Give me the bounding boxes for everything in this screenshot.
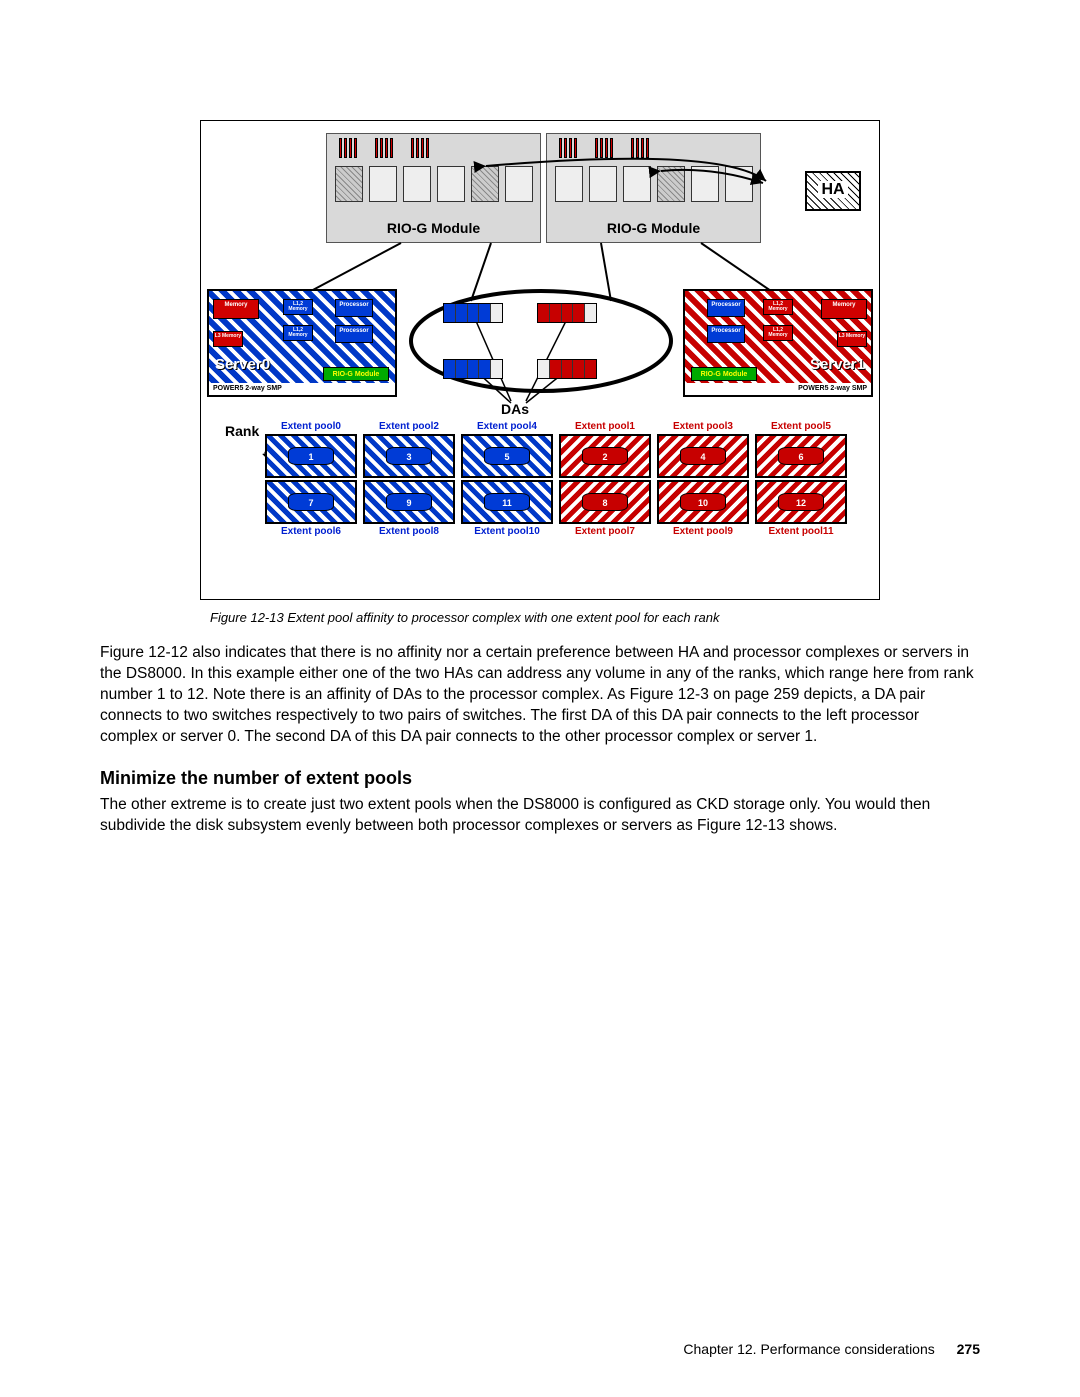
riog-badge: RIO-G Module [691, 367, 757, 381]
rank-cell: 4 [657, 434, 749, 478]
rank-number: 5 [484, 447, 530, 465]
rank-label: Rank [225, 423, 259, 439]
rank-number: 10 [680, 493, 726, 511]
rank-cell: 5 [461, 434, 553, 478]
rank-number: 2 [582, 447, 628, 465]
rank-cell: 8 [559, 480, 651, 524]
smp-badge: POWER5 2-way SMP [209, 383, 395, 395]
pool-label: Extent pool5 [755, 421, 847, 432]
pool-label: Extent pool7 [559, 526, 651, 537]
pool-label: Extent pool10 [461, 526, 553, 537]
rank-number: 6 [778, 447, 824, 465]
da-switch [443, 303, 503, 323]
l12-chip: L1,2 Memory [763, 325, 793, 341]
page-footer: Chapter 12. Performance considerations 2… [683, 1341, 980, 1357]
rank-number: 9 [386, 493, 432, 511]
l12-chip: L1,2 Memory [283, 325, 313, 341]
server0: Memory L3 Memory L1,2 Memory L1,2 Memory… [207, 289, 397, 397]
l12-chip: L1,2 Memory [763, 299, 793, 315]
rank-number: 7 [288, 493, 334, 511]
pool-label: Extent pool2 [363, 421, 455, 432]
page-number: 275 [957, 1341, 980, 1357]
rank-cell: 7 [265, 480, 357, 524]
riog-badge: RIO-G Module [323, 367, 389, 381]
smp-badge: POWER5 2-way SMP [685, 383, 871, 395]
pool-label: Extent pool4 [461, 421, 553, 432]
rank-cell: 10 [657, 480, 749, 524]
l12-chip: L1,2 Memory [283, 299, 313, 315]
rank-cell: 1 [265, 434, 357, 478]
da-switch [443, 359, 503, 379]
processor-chip: Processor [335, 325, 373, 343]
server1-label: Server1 [810, 356, 865, 373]
rank-number: 1 [288, 447, 334, 465]
extent-pools: Extent pool0 Extent pool2 Extent pool4 E… [265, 421, 847, 537]
chapter-footer: Chapter 12. Performance considerations [683, 1341, 934, 1357]
server1: Processor Processor L1,2 Memory L1,2 Mem… [683, 289, 873, 397]
pool-label: Extent pool9 [657, 526, 749, 537]
l3-chip: L3 Memory [837, 331, 867, 347]
rank-number: 3 [386, 447, 432, 465]
paragraph-2: The other extreme is to create just two … [100, 795, 980, 837]
pool-label: Extent pool1 [559, 421, 651, 432]
pool-label: Extent pool8 [363, 526, 455, 537]
rank-cell: 11 [461, 480, 553, 524]
rank-cell: 12 [755, 480, 847, 524]
server0-label: Server0 [215, 356, 270, 373]
section-heading: Minimize the number of extent pools [100, 768, 980, 789]
rank-number: 12 [778, 493, 824, 511]
da-switch [537, 359, 597, 379]
processor-chip: Processor [707, 299, 745, 317]
pool-label: Extent pool3 [657, 421, 749, 432]
das-label: DAs [501, 401, 529, 417]
rank-cell: 9 [363, 480, 455, 524]
page: RIO-G Module RIO-G Module HA [0, 0, 1080, 1397]
rank-cell: 6 [755, 434, 847, 478]
pool-label: Extent pool6 [265, 526, 357, 537]
rank-number: 11 [484, 493, 530, 511]
da-switch [537, 303, 597, 323]
memory-chip: Memory [821, 299, 867, 319]
rank-cell: 3 [363, 434, 455, 478]
rank-cell: 2 [559, 434, 651, 478]
processor-chip: Processor [335, 299, 373, 317]
paragraph-1: Figure 12-12 also indicates that there i… [100, 643, 980, 748]
l3-chip: L3 Memory [213, 331, 243, 347]
rank-number: 8 [582, 493, 628, 511]
rank-number: 4 [680, 447, 726, 465]
figure-12-13: RIO-G Module RIO-G Module HA [200, 120, 880, 600]
pool-label: Extent pool11 [755, 526, 847, 537]
processor-chip: Processor [707, 325, 745, 343]
figure-caption: Figure 12-13 Extent pool affinity to pro… [210, 610, 980, 625]
memory-chip: Memory [213, 299, 259, 319]
pool-label: Extent pool0 [265, 421, 357, 432]
